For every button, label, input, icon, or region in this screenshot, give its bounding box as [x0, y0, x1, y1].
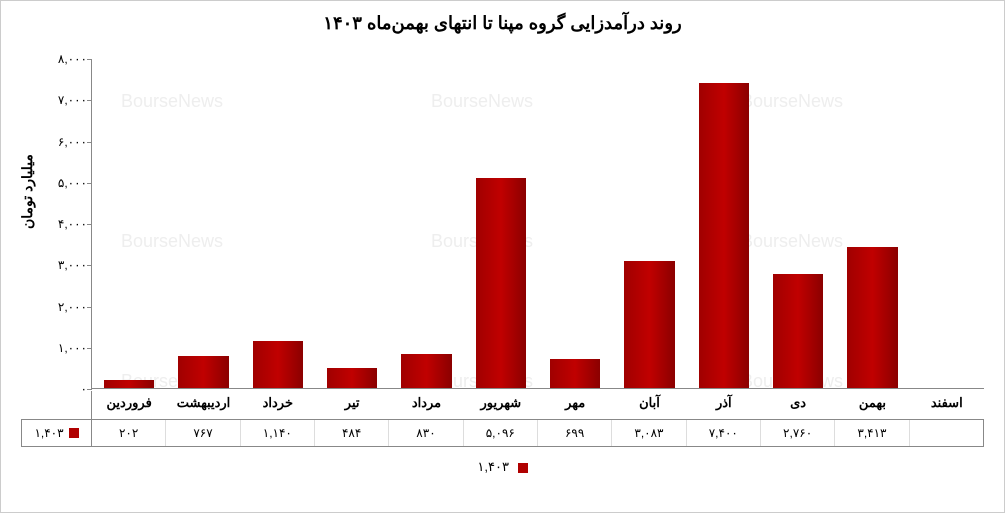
bar-slot: [538, 59, 612, 388]
bar-slot: [315, 59, 389, 388]
bar: [773, 274, 824, 388]
x-axis-label: مرداد: [389, 391, 463, 419]
chart-container: روند درآمدزایی گروه مپنا تا انتهای بهمن‌…: [0, 0, 1005, 513]
bar-slot: [92, 59, 166, 388]
data-table-cell: [909, 420, 983, 446]
data-table-cells: ۲۰۲۷۶۷۱,۱۴۰۴۸۴۸۳۰۵,۰۹۶۶۹۹۳,۰۸۳۷,۴۰۰۲,۷۶۰…: [92, 420, 983, 446]
data-table-cell: ۷۶۷: [165, 420, 239, 446]
x-axis-label: اسفند: [910, 391, 984, 419]
bar: [847, 247, 898, 388]
bar: [327, 368, 378, 388]
y-tick-label: ۲,۰۰۰: [37, 300, 87, 314]
data-table-cell: ۲۰۲: [92, 420, 165, 446]
y-axis-label: میلیارد تومان: [19, 154, 36, 229]
y-tick-label: ۱,۰۰۰: [37, 341, 87, 355]
series-label: ۱,۴۰۳: [34, 426, 63, 440]
bar: [476, 178, 527, 388]
x-axis-label: تیر: [315, 391, 389, 419]
x-axis-label: شهریور: [464, 391, 538, 419]
x-axis-label: خرداد: [241, 391, 315, 419]
bar-slot: [612, 59, 686, 388]
data-table-cell: ۴۸۴: [314, 420, 388, 446]
data-table: ۱,۴۰۳ ۲۰۲۷۶۷۱,۱۴۰۴۸۴۸۳۰۵,۰۹۶۶۹۹۳,۰۸۳۷,۴۰…: [21, 419, 984, 447]
y-tick-label: ۸,۰۰۰: [37, 52, 87, 66]
y-tick-label: ۷,۰۰۰: [37, 93, 87, 107]
legend: ۱,۴۰۳: [1, 459, 1004, 475]
bar: [550, 359, 601, 388]
y-tick-label: ۵,۰۰۰: [37, 176, 87, 190]
bars-group: [92, 59, 984, 388]
plot-area: ۰۱,۰۰۰۲,۰۰۰۳,۰۰۰۴,۰۰۰۵,۰۰۰۶,۰۰۰۷,۰۰۰۸,۰۰…: [91, 59, 984, 389]
data-table-cell: ۵,۰۹۶: [463, 420, 537, 446]
data-table-cell: ۳,۴۱۳: [834, 420, 908, 446]
x-axis-label: بهمن: [835, 391, 909, 419]
bar: [253, 341, 304, 388]
data-table-cell: ۳,۰۸۳: [611, 420, 685, 446]
bar-slot: [910, 59, 984, 388]
bar-slot: [835, 59, 909, 388]
y-tick-mark: [87, 389, 92, 390]
x-axis-label: مهر: [538, 391, 612, 419]
data-table-series-header: ۱,۴۰۳: [22, 420, 92, 446]
x-axis-label: آبان: [612, 391, 686, 419]
bar: [401, 354, 452, 388]
chart-body: میلیارد تومان ۰۱,۰۰۰۲,۰۰۰۳,۰۰۰۴,۰۰۰۵,۰۰۰…: [1, 49, 1004, 512]
y-tick-label: ۶,۰۰۰: [37, 135, 87, 149]
bar-slot: [389, 59, 463, 388]
x-axis-label: آذر: [687, 391, 761, 419]
y-tick-label: ۴,۰۰۰: [37, 217, 87, 231]
bar-slot: [166, 59, 240, 388]
chart-title: روند درآمدزایی گروه مپنا تا انتهای بهمن‌…: [1, 1, 1004, 42]
y-tick-label: ۰: [37, 382, 87, 396]
bar: [104, 380, 155, 388]
y-tick-label: ۳,۰۰۰: [37, 258, 87, 272]
legend-label: ۱,۴۰۳: [477, 459, 509, 474]
data-table-cell: ۱,۱۴۰: [240, 420, 314, 446]
data-table-cell: ۸۳۰: [388, 420, 462, 446]
data-table-cell: ۷,۴۰۰: [686, 420, 760, 446]
bar-slot: [241, 59, 315, 388]
bar: [699, 83, 750, 388]
bar-slot: [761, 59, 835, 388]
x-axis-label: اردیبهشت: [166, 391, 240, 419]
bar: [624, 261, 675, 388]
bar-slot: [687, 59, 761, 388]
bar-slot: [464, 59, 538, 388]
x-axis-labels: فروردیناردیبهشتخردادتیرمردادشهریورمهرآبا…: [91, 391, 984, 419]
data-table-cell: ۶۹۹: [537, 420, 611, 446]
data-table-cell: ۲,۷۶۰: [760, 420, 834, 446]
x-axis-label: دی: [761, 391, 835, 419]
x-axis-label: فروردین: [92, 391, 166, 419]
legend-swatch-icon: [518, 463, 528, 473]
series-swatch-icon: [69, 428, 79, 438]
bar: [178, 356, 229, 388]
